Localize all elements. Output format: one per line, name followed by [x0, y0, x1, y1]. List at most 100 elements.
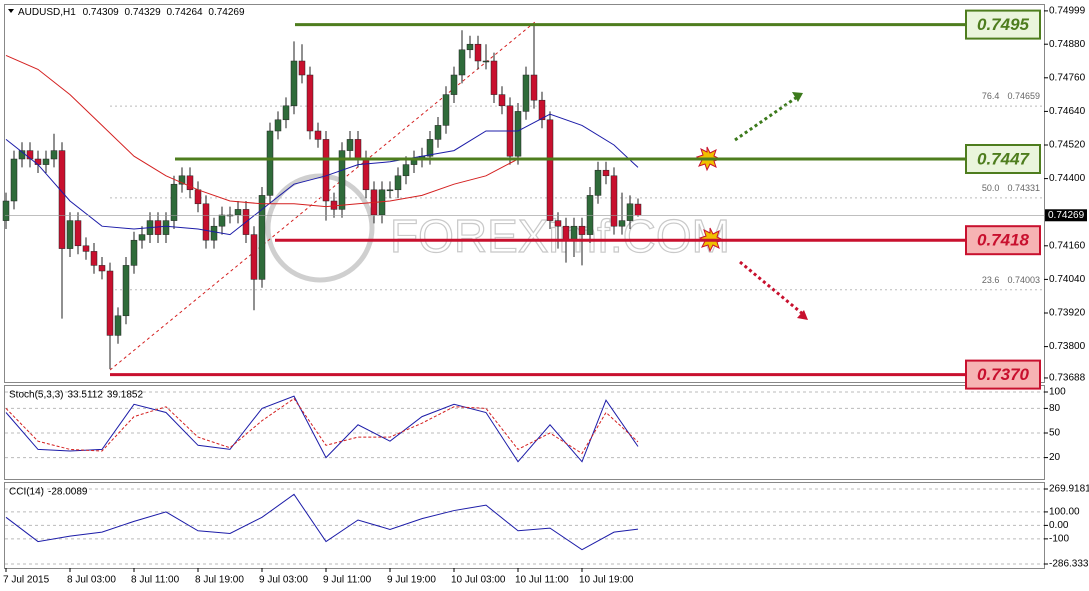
y-tick-label: 0.74160 — [1049, 240, 1086, 251]
indicator-title: CCI(14) -28.0089 — [9, 486, 88, 497]
arrow-head — [792, 92, 803, 102]
x-tick-label: 8 Jul 03:00 — [67, 575, 116, 586]
candle-body — [626, 203, 634, 221]
indicator-line — [5, 113, 639, 236]
candle-body — [426, 139, 434, 157]
candle-body — [402, 164, 410, 177]
candle-body — [490, 60, 498, 95]
price-panel — [4, 4, 1045, 383]
candle-body — [394, 175, 402, 191]
candle-body — [202, 203, 210, 241]
candle-body — [218, 214, 226, 227]
candle-body — [466, 43, 474, 51]
candle-body — [210, 225, 218, 241]
x-tick-label: 9 Jul 19:00 — [387, 575, 436, 586]
y-tick-label: 0.73800 — [1049, 341, 1086, 352]
candle-body — [354, 139, 362, 160]
y-tick-label: 50 — [1049, 428, 1061, 439]
x-tick-label: 10 Jul 11:00 — [515, 575, 569, 586]
candle-body — [378, 189, 386, 216]
candle-body — [290, 60, 298, 107]
current-price-label: 0.74269 — [1048, 210, 1085, 221]
candle-body — [554, 220, 562, 227]
symbol: AUDUSD,H1 — [18, 7, 76, 18]
fib-line — [109, 21, 536, 371]
fib-label: 50.0 0.74331 — [982, 183, 1040, 193]
fib-ratio: 76.4 — [982, 91, 1000, 101]
candle-body — [618, 220, 626, 227]
candle-body — [10, 158, 18, 202]
candle-body — [2, 200, 10, 221]
candle-body — [194, 189, 202, 205]
candle-body — [322, 139, 330, 202]
candle-body — [546, 119, 554, 221]
candle-body — [34, 158, 42, 165]
candle-body — [474, 43, 482, 62]
indicator-line — [5, 493, 639, 551]
candle-body — [82, 245, 90, 252]
y-tick-label: 0.74520 — [1049, 140, 1086, 151]
candle-body — [170, 183, 178, 221]
fib-price: 0.74331 — [1007, 183, 1040, 193]
header-low: 0.74264 — [166, 7, 203, 18]
candle-body — [594, 169, 602, 196]
x-tick-label: 8 Jul 11:00 — [131, 575, 180, 586]
y-tick-label: 100.00 — [1049, 507, 1080, 518]
candle-body — [282, 105, 290, 121]
y-tick-label: -286.3339 — [1049, 559, 1089, 570]
candle-body — [66, 220, 74, 249]
level-label: 0.7447 — [977, 149, 1031, 168]
candle-body — [450, 74, 458, 95]
arrow-up — [734, 93, 801, 142]
y-tick-label: 20 — [1049, 452, 1061, 463]
candle-body — [130, 239, 138, 266]
header-open: 0.74309 — [83, 7, 120, 18]
candle-body — [330, 200, 338, 210]
candle-body — [42, 158, 50, 165]
fib-ratio: 23.6 — [982, 275, 1000, 285]
candle-body — [538, 99, 546, 121]
candle-body — [498, 94, 506, 107]
level-box — [965, 225, 1041, 256]
x-tick-label: 10 Jul 03:00 — [451, 575, 506, 586]
x-tick-label: 9 Jul 11:00 — [323, 575, 372, 586]
x-tick-label: 7 Jul 2015 — [3, 575, 50, 586]
candle-body — [274, 119, 282, 132]
header-close: 0.74269 — [208, 7, 245, 18]
candle-body — [298, 60, 306, 76]
y-tick-label: 0.74999 — [1049, 6, 1086, 17]
candle-body — [562, 225, 570, 241]
candle-body — [258, 195, 266, 280]
candle-body — [98, 265, 106, 272]
indicator-reading: 39.1852 — [107, 389, 144, 400]
level-box — [965, 144, 1041, 174]
x-tick-label: 10 Jul 19:00 — [579, 575, 634, 586]
y-tick-label: 80 — [1049, 403, 1061, 414]
y-tick-label: 0.74400 — [1049, 173, 1086, 184]
fib-label: 76.4 0.74659 — [982, 91, 1040, 101]
candle-body — [610, 175, 618, 227]
level-label: 0.7495 — [977, 15, 1030, 34]
candle-body — [74, 220, 82, 247]
candle-body — [434, 125, 442, 140]
candle-body — [250, 234, 258, 280]
candle-body — [634, 203, 642, 216]
y-tick-label: -100 — [1049, 534, 1069, 545]
candle-body — [530, 74, 538, 101]
indicator-line — [5, 54, 582, 208]
candle-body — [578, 225, 586, 235]
watermark: FOREXimf.COM — [390, 210, 730, 262]
arrow-head — [797, 310, 808, 320]
level-box — [965, 9, 1041, 40]
candle-body — [346, 139, 354, 151]
indicator-line — [5, 397, 639, 455]
watermark-logo — [265, 173, 375, 283]
fib-price: 0.74659 — [1007, 91, 1040, 101]
current-price-box — [1045, 209, 1087, 222]
y-tick-label: 0.74640 — [1049, 106, 1086, 117]
indicator-name: Stoch(5,3,3) — [9, 389, 63, 400]
candle-body — [314, 130, 322, 140]
